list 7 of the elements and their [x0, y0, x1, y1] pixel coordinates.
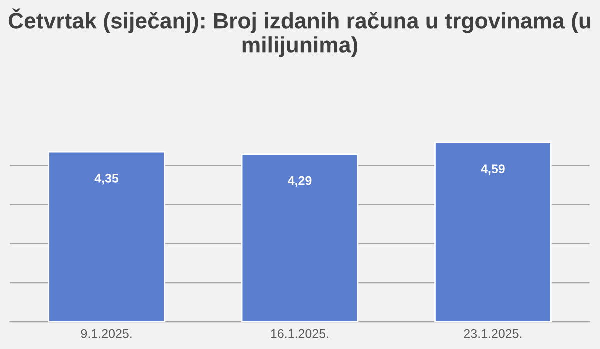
- x-tick-label: 9.1.2025.: [81, 329, 132, 338]
- x-tick-label: 16.1.2025.: [271, 329, 328, 338]
- chart-title: Četvrtak (siječanj): Broj izdanih računa u trgovinama (u milijunima): [8, 8, 591, 58]
- data-label: 4,35: [94, 174, 119, 185]
- x-tick-label: 23.1.2025.: [464, 329, 522, 338]
- data-label: 4,29: [288, 176, 312, 188]
- data-label: 4,59: [481, 164, 505, 176]
